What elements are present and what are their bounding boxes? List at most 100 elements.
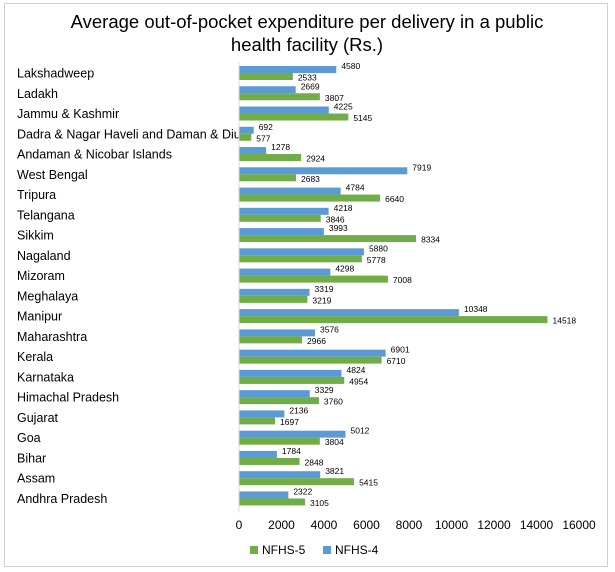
- bar-nfhs-5: [239, 174, 297, 182]
- bar-nfhs-4: [239, 349, 386, 357]
- data-label-nfhs-5: 5415: [359, 478, 378, 488]
- data-label-nfhs-5: 3807: [325, 93, 344, 103]
- data-label-nfhs-4: 4580: [341, 61, 360, 71]
- category-label: Dadra & Nagar Haveli and Daman & Diu: [17, 127, 241, 141]
- bar-nfhs-5: [239, 133, 252, 141]
- legend-swatch-nfhs-5: [250, 546, 258, 554]
- bar-nfhs-4: [239, 86, 296, 94]
- bar-nfhs-5: [239, 478, 355, 486]
- bar-nfhs-5: [239, 255, 362, 263]
- data-label-nfhs-4: 1278: [271, 142, 290, 152]
- x-tick-label: 10000: [435, 518, 469, 532]
- category-label: Himachal Pradesh: [17, 391, 119, 405]
- category-label: Jammu & Kashmir: [17, 107, 119, 121]
- chart-title: Average out-of-pocket expenditure per de…: [5, 10, 609, 56]
- data-label-nfhs-4: 692: [259, 122, 273, 132]
- category-label: Karnataka: [17, 370, 74, 384]
- data-label-nfhs-4: 4824: [347, 365, 366, 375]
- data-label-nfhs-4: 3319: [315, 284, 334, 294]
- data-label-nfhs-5: 6640: [385, 194, 404, 204]
- bar-nfhs-5: [239, 93, 320, 101]
- legend-swatch-nfhs-4: [323, 546, 331, 554]
- bar-nfhs-5: [239, 73, 293, 80]
- data-label-nfhs-4: 3993: [329, 223, 348, 233]
- category-label: Nagaland: [17, 249, 71, 263]
- data-label-nfhs-5: 3760: [324, 397, 343, 407]
- data-label-nfhs-4: 10348: [464, 304, 488, 314]
- bar-nfhs-4: [239, 66, 337, 73]
- bar-nfhs-5: [239, 154, 302, 162]
- bar-nfhs-4: [239, 390, 310, 398]
- category-label: Bihar: [17, 451, 46, 465]
- category-label: Maharashtra: [17, 330, 87, 344]
- bar-nfhs-5: [239, 275, 388, 283]
- x-tick-label: 6000: [353, 518, 380, 532]
- x-tick-label: 4000: [311, 518, 338, 532]
- data-label-nfhs-5: 577: [256, 133, 270, 143]
- x-tick-label: 0: [236, 518, 243, 532]
- category-label: Ladakh: [17, 87, 58, 101]
- category-label: Sikkim: [17, 229, 54, 243]
- bar-nfhs-4: [239, 410, 285, 418]
- bar-nfhs-4: [239, 147, 267, 155]
- category-label: Lakshadweep: [17, 67, 94, 81]
- bar-nfhs-4: [239, 268, 331, 276]
- bar-nfhs-4: [239, 248, 364, 256]
- bar-nfhs-5: [239, 397, 319, 405]
- legend-label-nfhs-5: NFHS-5: [262, 543, 306, 557]
- data-label-nfhs-5: 2848: [305, 457, 324, 467]
- bar-nfhs-4: [239, 450, 277, 458]
- category-label: Kerala: [17, 350, 53, 364]
- bar-nfhs-4: [239, 187, 341, 195]
- x-tick-label: 16000: [562, 518, 596, 532]
- data-label-nfhs-5: 2966: [307, 336, 326, 346]
- bar-nfhs-4: [239, 288, 310, 296]
- bar-chart: Lakshadweep 4580 2533 Ladakh 2669 3807 Jammu &…: [17, 61, 596, 557]
- data-label-nfhs-5: 2924: [306, 154, 325, 164]
- data-label-nfhs-4: 3821: [325, 466, 344, 476]
- data-label-nfhs-4: 5880: [369, 243, 388, 253]
- data-label-nfhs-5: 3105: [310, 498, 329, 508]
- data-label-nfhs-5: 7008: [393, 275, 412, 285]
- data-label-nfhs-5: 2533: [298, 73, 317, 83]
- legend-label-nfhs-4: NFHS-4: [335, 543, 379, 557]
- bar-nfhs-5: [239, 417, 276, 425]
- data-label-nfhs-5: 14518: [553, 316, 577, 326]
- data-label-nfhs-4: 4784: [346, 183, 365, 193]
- bar-nfhs-5: [239, 113, 349, 121]
- data-label-nfhs-5: 3846: [326, 214, 345, 224]
- bar-nfhs-4: [239, 228, 324, 236]
- chart-title-line-2: health facility (Rs.): [230, 34, 384, 55]
- bar-nfhs-5: [239, 214, 321, 222]
- data-label-nfhs-4: 3329: [315, 385, 334, 395]
- data-label-nfhs-4: 5012: [351, 426, 370, 436]
- data-label-nfhs-5: 6710: [387, 356, 406, 366]
- data-label-nfhs-4: 4225: [334, 102, 353, 112]
- category-label: Goa: [17, 431, 41, 445]
- data-label-nfhs-5: 3219: [312, 295, 331, 305]
- bar-nfhs-5: [239, 356, 382, 364]
- bar-nfhs-4: [239, 471, 321, 479]
- bar-nfhs-4: [239, 430, 346, 438]
- data-label-nfhs-4: 6901: [391, 345, 410, 355]
- category-label: Andaman & Nicobar Islands: [17, 148, 172, 162]
- data-label-nfhs-4: 4298: [335, 264, 354, 274]
- bar-nfhs-4: [239, 167, 408, 175]
- category-label: Andhra Pradesh: [17, 492, 107, 506]
- bar-nfhs-4: [239, 207, 329, 215]
- bar-nfhs-4: [239, 309, 459, 317]
- bar-nfhs-4: [239, 369, 342, 377]
- x-tick-label: 2000: [268, 518, 295, 532]
- data-label-nfhs-4: 2136: [289, 405, 308, 415]
- bar-nfhs-5: [239, 498, 305, 506]
- data-label-nfhs-5: 1697: [280, 417, 299, 427]
- bar-nfhs-5: [239, 376, 345, 384]
- category-label: Mizoram: [17, 269, 65, 283]
- x-tick-label: 14000: [520, 518, 554, 532]
- category-label: Tripura: [17, 188, 56, 202]
- bar-nfhs-5: [239, 194, 381, 202]
- category-label: Assam: [17, 472, 55, 486]
- category-label: Gujarat: [17, 411, 59, 425]
- category-label: Manipur: [17, 310, 62, 324]
- bar-nfhs-4: [239, 126, 254, 134]
